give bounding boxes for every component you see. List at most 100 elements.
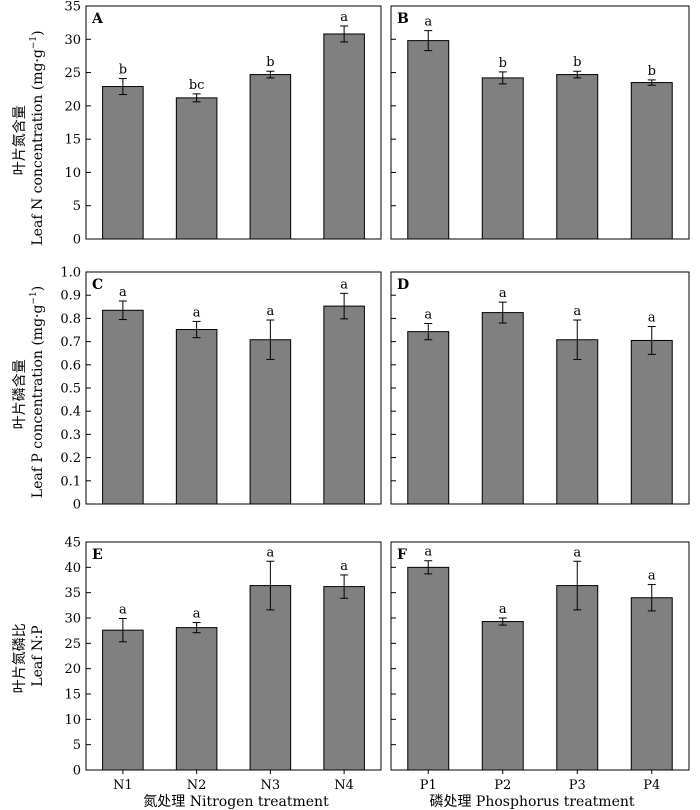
panel-a-bar-n2 [175,97,218,240]
panel-e-ytick-label: 40 [64,561,81,576]
panel-d-bar-p2 [481,312,524,505]
panel-f-xtick-label: P3 [569,778,586,793]
panel-e-ytick-label: 10 [64,713,81,728]
panel-a-letter: A [91,11,104,27]
panel-c-letter: C [92,277,103,293]
panel-f-sig-letter: a [648,569,656,584]
panel-b-bar-p4 [630,82,673,240]
panel-e-bar-n4 [323,586,365,771]
panel-a-ytick-label: 30 [64,33,81,48]
panel-a-bar-n3 [249,74,292,240]
panel-d-bar-p3 [556,339,599,505]
panel-f-bar-p4 [630,597,673,771]
panel-c-sig-letter: a [266,304,274,319]
panel-d-letter: D [397,277,409,293]
panel-c-ytick-label: 0.1 [60,474,81,489]
panel-c-sig-letter: a [119,285,127,300]
y-axis-title-n-close: ) [30,30,46,35]
panel-d-sig-letter: a [573,304,581,319]
panel-e-xtick-label: N3 [261,778,281,793]
panel-e-ytick-label: 0 [73,764,81,779]
panel-e-xtick-label: N4 [334,778,354,793]
panel-e-bar-n1 [102,629,144,771]
panel-c-ytick-label: 0.4 [60,405,81,420]
panel-f-bar-p1 [407,566,450,771]
y-axis-title-p: 叶片磷含量 Leaf P concentration (mg·g−1) [12,286,46,498]
y-axis-title-p-close: ) [30,286,46,291]
panel-f-sig-letter: a [424,545,432,560]
panel-d-sig-letter: a [424,308,432,323]
panel-f-xtick-label: P1 [420,778,437,793]
panel-b-letter: B [397,11,409,27]
panel-f-xtick-label: P4 [643,778,660,793]
panel-e-letter: E [92,547,103,563]
panel-e-ytick-label: 45 [64,536,81,551]
y-axis-title-n-sup: −1 [29,36,39,49]
panel-c-ytick-label: 1.0 [60,266,81,281]
panel-a-sig-letter: bc [189,78,205,93]
panel-d: Da a a a [390,271,690,505]
panel-c: 0 0.1 0.2 0.3 0.4 0.5 0.6 0.7 0.8 0.9 1.0 C a a a a [60,266,382,513]
panel-c-ytick-label: 0.8 [60,312,81,327]
panel-a-ytick-label: 15 [64,133,81,148]
y-axis-title-n: 叶片氮含量 Leaf N concentration (mg·g−1) [12,30,46,245]
panel-f-sig-letter: a [499,602,507,617]
panel-e-ytick-label: 15 [64,688,81,703]
panel-f-xtick-label: P2 [494,778,511,793]
panel-f-letter: F [397,547,407,563]
panel-f-bar-p2 [481,621,524,771]
panel-a: 0 5 10 15 20 25 30 35 Ab bc b a [64,0,382,248]
panel-c-bar-n1 [102,309,144,505]
panel-a-frame [85,5,382,240]
panel-a-sig-letter: b [266,55,274,70]
panel-e-sig-letter: a [119,603,127,618]
y-axis-title-p-sup: −1 [29,291,39,304]
panel-c-ytick-label: 0.9 [60,289,81,304]
panel-b-bar-p2 [481,77,524,240]
y-axis-title-np: 叶片氮磷比 Leaf N:P [12,619,46,693]
panel-a-ytick-label: 0 [73,233,81,248]
panel-e-xtick-label: N1 [113,778,133,793]
panel-b-bar-p1 [407,40,450,240]
panel-a-bar-n4 [323,33,365,240]
panel-c-bar-n4 [323,305,365,505]
panel-d-bar-p4 [630,339,673,505]
panel-b-sig-letter: b [573,55,581,70]
panel-a-ytick-label: 5 [73,199,81,214]
panel-c-ytick-label: 0.3 [60,428,81,443]
panel-c-sig-letter: a [340,277,348,292]
panel-b-bar-p3 [556,74,599,240]
panel-d-bar-p1 [407,331,450,505]
panel-a-sig-letter: a [340,10,348,25]
panel-c-bar-n2 [175,329,218,505]
panel-e-ytick-label: 25 [64,637,81,652]
panel-a-ytick-label: 20 [64,99,81,114]
panel-e-sig-letter: a [266,545,274,560]
panel-e-ytick-label: 35 [64,586,81,601]
y-axis-title-np-en: Leaf N:P [30,625,46,686]
panel-b-sig-letter: a [424,15,432,30]
panel-c-sig-letter: a [193,305,201,320]
panel-b-sig-letter: b [499,56,507,71]
panel-c-ytick-label: 0.2 [60,451,81,466]
panel-c-bar-n3 [249,339,292,505]
panel-d-sig-letter: a [499,286,507,301]
panel-a-sig-letter: b [119,63,127,78]
panel-e-xtick-label: N2 [187,778,207,793]
panel-a-ytick-label: 35 [64,0,81,15]
panel-e-bar-n2 [175,627,218,771]
panel-b-frame [390,5,690,240]
panel-e-ytick-label: 30 [64,612,81,627]
panel-e-ytick-label: 20 [64,662,81,677]
panel-f-frame [390,541,690,771]
panel-b-sig-letter: b [648,64,656,79]
y-axis-title-n-cn: 叶片氮含量 [12,105,28,175]
panel-e-bar-n3 [249,585,292,771]
panel-c-ytick-label: 0 [73,498,81,513]
panel-a-ytick-label: 10 [64,166,81,181]
y-axis-title-n-en: Leaf N concentration (mg·g [30,49,46,246]
panel-e-sig-letter: a [340,559,348,574]
x-axis-title-phosphorus: 磷处理 Phosphorus treatment [429,794,634,810]
y-axis-title-p-cn: 叶片磷含量 [12,359,28,429]
